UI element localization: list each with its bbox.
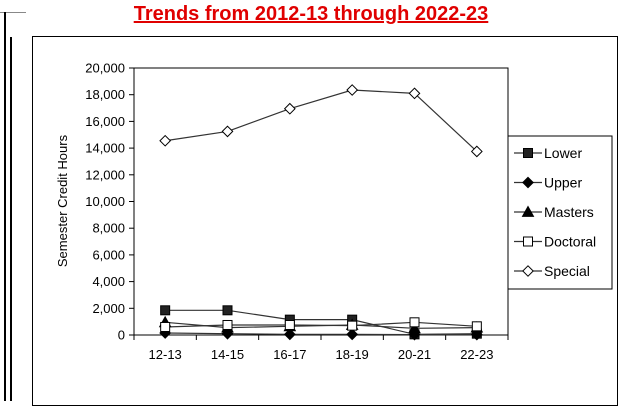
legend-marker-upper xyxy=(522,176,534,189)
y-ticks: 0 2,000 4,000 6,000 8,000 10,000 12,000 14,000 1… xyxy=(85,61,134,343)
data-point-special xyxy=(346,84,359,96)
series-line-upper xyxy=(165,332,477,336)
data-point-lower xyxy=(222,305,233,316)
data-point-special xyxy=(408,87,421,100)
data-point-doctoral xyxy=(471,321,482,332)
page-rule-left-inner xyxy=(10,37,12,401)
x-tick-label: 12-13 xyxy=(149,347,182,362)
series-lines xyxy=(165,89,478,336)
series-markers xyxy=(158,84,484,341)
y-tick-label: 14,000 xyxy=(85,141,125,156)
series-line-lower xyxy=(165,309,477,335)
y-tick-label: 10,000 xyxy=(85,194,125,209)
data-point-upper xyxy=(283,328,296,341)
data-point-doctoral xyxy=(284,319,295,330)
series-line-doctoral xyxy=(165,321,477,328)
data-point-masters xyxy=(408,321,421,334)
y-tick-label: 4,000 xyxy=(92,274,125,289)
y-tick-label: 8,000 xyxy=(92,221,125,236)
legend-marker-masters xyxy=(521,205,535,217)
y-tick-label: 6,000 xyxy=(92,247,125,262)
data-point-special xyxy=(221,125,234,138)
x-tick-label: 16-17 xyxy=(273,347,306,362)
data-point-lower xyxy=(160,305,171,316)
data-point-doctoral xyxy=(409,317,420,328)
y-axis-label: Semester Credit Hours xyxy=(55,134,70,267)
legend-marker-doctoral xyxy=(523,236,533,247)
legend-marker-special xyxy=(522,265,534,277)
series-line-special xyxy=(165,89,478,152)
data-point-doctoral xyxy=(160,321,171,332)
x-tick-label: 22-23 xyxy=(460,347,493,362)
x-tick-label: 18-19 xyxy=(336,347,369,362)
legend-label-upper: Upper xyxy=(544,175,582,191)
data-point-doctoral xyxy=(222,319,233,330)
y-tick-label: 18,000 xyxy=(85,87,125,102)
data-point-special xyxy=(159,134,172,147)
legend-label-lower: Lower xyxy=(544,145,582,161)
y-tick-label: 12,000 xyxy=(85,167,125,182)
legend-marker-lower xyxy=(523,148,533,158)
y-tick-label: 2,000 xyxy=(92,301,125,316)
y-tick-label: 20,000 xyxy=(85,61,125,76)
page-rule-left-outer xyxy=(4,12,6,401)
data-point-special xyxy=(470,145,483,158)
chart-title: Trends from 2012-13 through 2022-23 xyxy=(133,3,489,25)
y-tick-label: 16,000 xyxy=(85,114,125,129)
y-tick-label: 0 xyxy=(118,328,125,343)
x-tick-label: 14-15 xyxy=(211,347,244,362)
plot-area xyxy=(133,67,509,336)
data-point-special xyxy=(283,102,296,115)
legend-label-doctoral: Doctoral xyxy=(544,234,596,250)
x-tick-label: 20-21 xyxy=(398,347,431,362)
data-point-upper xyxy=(346,328,359,341)
legend-label-special: Special xyxy=(544,263,590,279)
legend-label-masters: Masters xyxy=(544,204,594,220)
axes xyxy=(133,67,509,336)
page-rule-top xyxy=(0,12,26,13)
x-ticks: 12-13 14-15 16-17 18-19 20-21 22-23 xyxy=(133,335,509,362)
legend: Lower Upper Masters Doctoral Special xyxy=(514,145,596,279)
data-point-doctoral xyxy=(347,320,358,331)
